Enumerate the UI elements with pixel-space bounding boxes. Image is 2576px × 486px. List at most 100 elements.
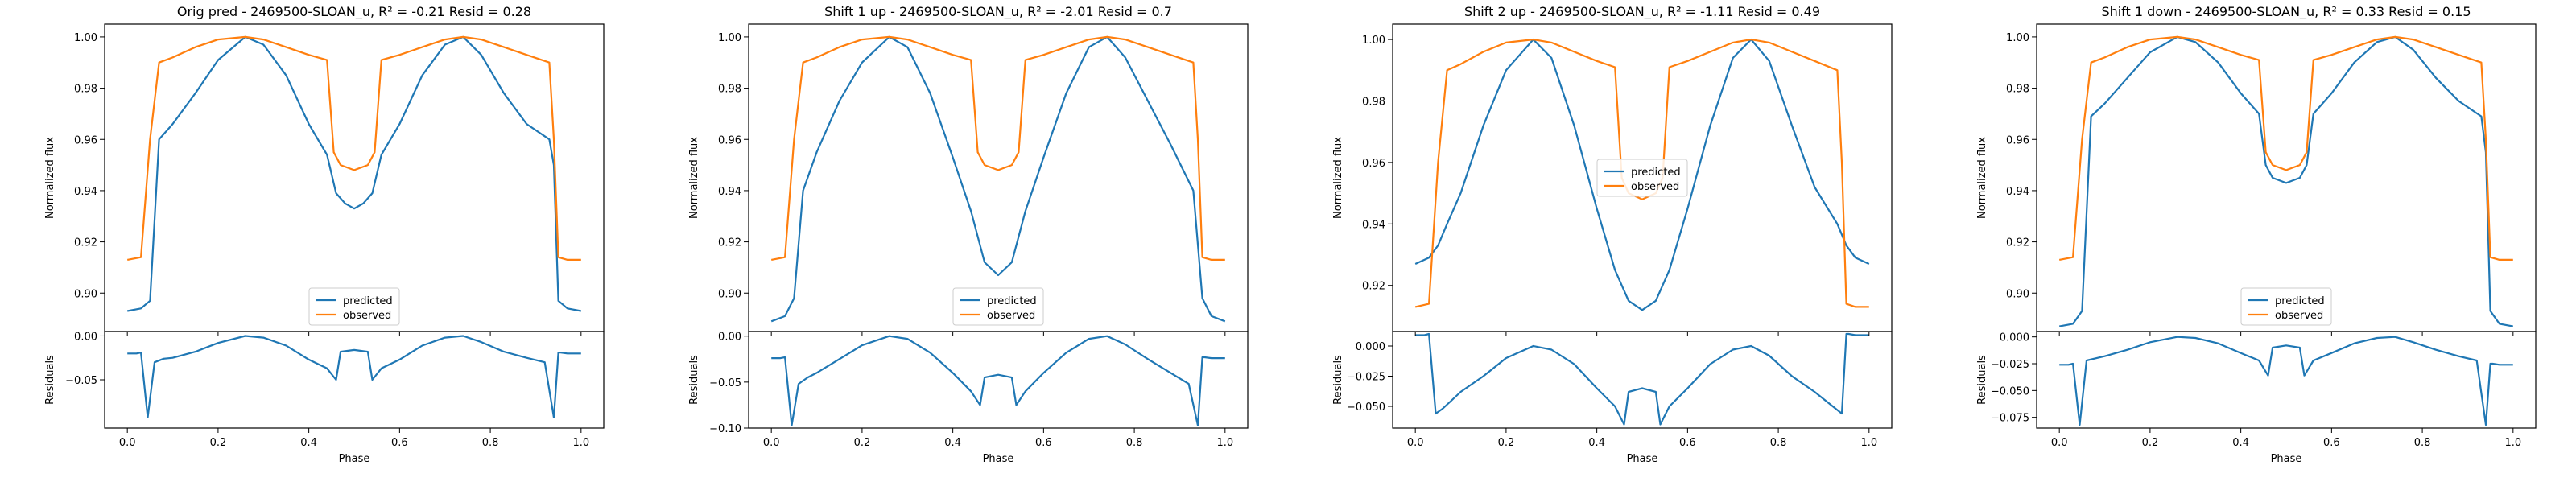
y-tick-label: 0.96: [718, 134, 741, 146]
x-tick-label: 0.2: [210, 437, 227, 449]
legend: predicted observed: [1596, 159, 1688, 197]
x-axis-label: Phase: [339, 453, 370, 465]
series-line-observed: [2058, 35, 2513, 261]
legend: predicted observed: [952, 287, 1044, 326]
y-tick-label: 0.96: [1362, 158, 1385, 170]
residual-y-tick-label: −0.075: [1991, 413, 2029, 425]
x-tick-label: 0.0: [119, 437, 136, 449]
residual-y-tick-label: −0.050: [1991, 385, 2029, 397]
x-tick-label: 0.2: [1498, 437, 1515, 449]
legend: predicted observed: [2240, 287, 2332, 326]
chart-title: Shift 1 up - 2469500-SLOAN_u, R² = -2.01…: [824, 4, 1172, 20]
x-tick-label: 0.6: [391, 437, 408, 449]
residual-y-tick-label: −0.05: [709, 377, 741, 389]
residual-axes-frame: [748, 331, 1249, 429]
legend-box: [1596, 159, 1688, 197]
residual-y-tick-label: −0.05: [65, 375, 97, 387]
series-line-predicted: [770, 35, 1226, 323]
residual-y-tick-label: −0.10: [709, 423, 741, 435]
x-tick-label: 0.4: [944, 437, 961, 449]
y-tick-label: 0.92: [1362, 281, 1385, 293]
y-tick-label: 0.90: [74, 288, 97, 300]
y-tick-label: 0.98: [1362, 97, 1385, 109]
residual-y-tick-label: −0.050: [1347, 402, 1385, 414]
y-axis-label: Normalized flux: [1332, 137, 1344, 219]
legend-label: predicted: [987, 295, 1037, 307]
flux-axes-frame: [104, 23, 605, 332]
flux-axes-frame: [2036, 23, 2537, 332]
y-tick-label: 1.00: [74, 32, 97, 44]
residual-y-tick-label: −0.025: [1347, 372, 1385, 384]
series-line-predicted: [1414, 38, 1870, 311]
series-line-predicted: [2058, 35, 2514, 327]
x-tick-label: 1.0: [572, 437, 589, 449]
x-tick-label: 0.8: [1126, 437, 1143, 449]
x-tick-label: 1.0: [1216, 437, 1233, 449]
x-tick-label: 1.0: [2504, 437, 2521, 449]
y-tick-label: 0.94: [2006, 186, 2029, 198]
residual-y-axis-label: Residuals: [1976, 355, 1988, 405]
legend-label: predicted: [343, 295, 393, 307]
residual-y-tick-label: 0.00: [718, 332, 741, 344]
y-tick-label: 0.96: [74, 134, 97, 146]
chart-panel-1: Orig pred - 2469500-SLOAN_u, R² = -0.21 …: [44, 4, 605, 465]
legend-box: [308, 287, 400, 326]
x-axis-label: Phase: [1627, 453, 1658, 465]
chart-title: Orig pred - 2469500-SLOAN_u, R² = -0.21 …: [177, 4, 531, 20]
residual-axes-frame: [2036, 331, 2537, 429]
x-tick-label: 0.4: [1588, 437, 1605, 449]
y-tick-label: 0.92: [718, 237, 741, 249]
y-tick-label: 0.94: [718, 186, 741, 198]
x-tick-label: 0.2: [854, 437, 871, 449]
flux-axes-frame: [748, 23, 1249, 332]
y-tick-label: 0.90: [2006, 288, 2029, 300]
x-axis-label: Phase: [2271, 453, 2302, 465]
residual-y-axis-label: Residuals: [688, 355, 700, 405]
residual-axes-frame: [1392, 331, 1893, 429]
y-tick-label: 0.98: [718, 84, 741, 96]
residual-y-tick-label: −0.025: [1991, 359, 2029, 371]
residual-line: [127, 335, 581, 419]
y-tick-label: 0.94: [74, 186, 97, 198]
y-tick-label: 1.00: [1362, 35, 1385, 47]
x-tick-label: 0.2: [2142, 437, 2159, 449]
x-axis-label: Phase: [983, 453, 1014, 465]
series-line-observed: [126, 35, 581, 261]
y-tick-label: 0.94: [1362, 219, 1385, 231]
x-tick-label: 0.0: [2051, 437, 2068, 449]
residual-y-tick-label: 0.000: [2000, 332, 2029, 344]
chart-title: Shift 2 up - 2469500-SLOAN_u, R² = -1.11…: [1464, 4, 1820, 20]
series-line-observed: [770, 35, 1225, 261]
y-axis-label: Normalized flux: [44, 137, 56, 219]
chart-panel-4: Shift 1 down - 2469500-SLOAN_u, R² = 0.3…: [1976, 4, 2537, 465]
residual-y-axis-label: Residuals: [44, 355, 56, 405]
residual-y-tick-label: 0.000: [1356, 341, 1385, 353]
x-tick-label: 0.4: [300, 437, 317, 449]
legend-label: predicted: [2275, 295, 2325, 307]
legend-box: [2240, 287, 2332, 326]
residual-y-tick-label: 0.00: [74, 331, 97, 343]
y-tick-label: 1.00: [2006, 32, 2029, 44]
x-tick-label: 0.8: [482, 437, 499, 449]
legend-label: observed: [1631, 181, 1679, 193]
x-tick-label: 1.0: [1860, 437, 1877, 449]
y-tick-label: 0.90: [718, 288, 741, 300]
legend-label: observed: [343, 310, 391, 322]
chart-panel-2: Shift 1 up - 2469500-SLOAN_u, R² = -2.01…: [688, 4, 1249, 465]
residual-line: [2059, 336, 2513, 426]
y-tick-label: 0.98: [2006, 84, 2029, 96]
y-tick-label: 0.96: [2006, 134, 2029, 146]
legend: predicted observed: [308, 287, 400, 326]
residual-y-axis-label: Residuals: [1332, 355, 1344, 405]
y-tick-label: 1.00: [718, 32, 741, 44]
legend-box: [952, 287, 1044, 326]
residual-line: [1415, 332, 1869, 426]
x-tick-label: 0.4: [2232, 437, 2249, 449]
residual-line: [771, 335, 1225, 426]
y-tick-label: 0.92: [2006, 237, 2029, 249]
chart-panel-3: Shift 2 up - 2469500-SLOAN_u, R² = -1.11…: [1332, 4, 1893, 465]
legend-label: observed: [987, 310, 1035, 322]
x-tick-label: 0.8: [2414, 437, 2431, 449]
